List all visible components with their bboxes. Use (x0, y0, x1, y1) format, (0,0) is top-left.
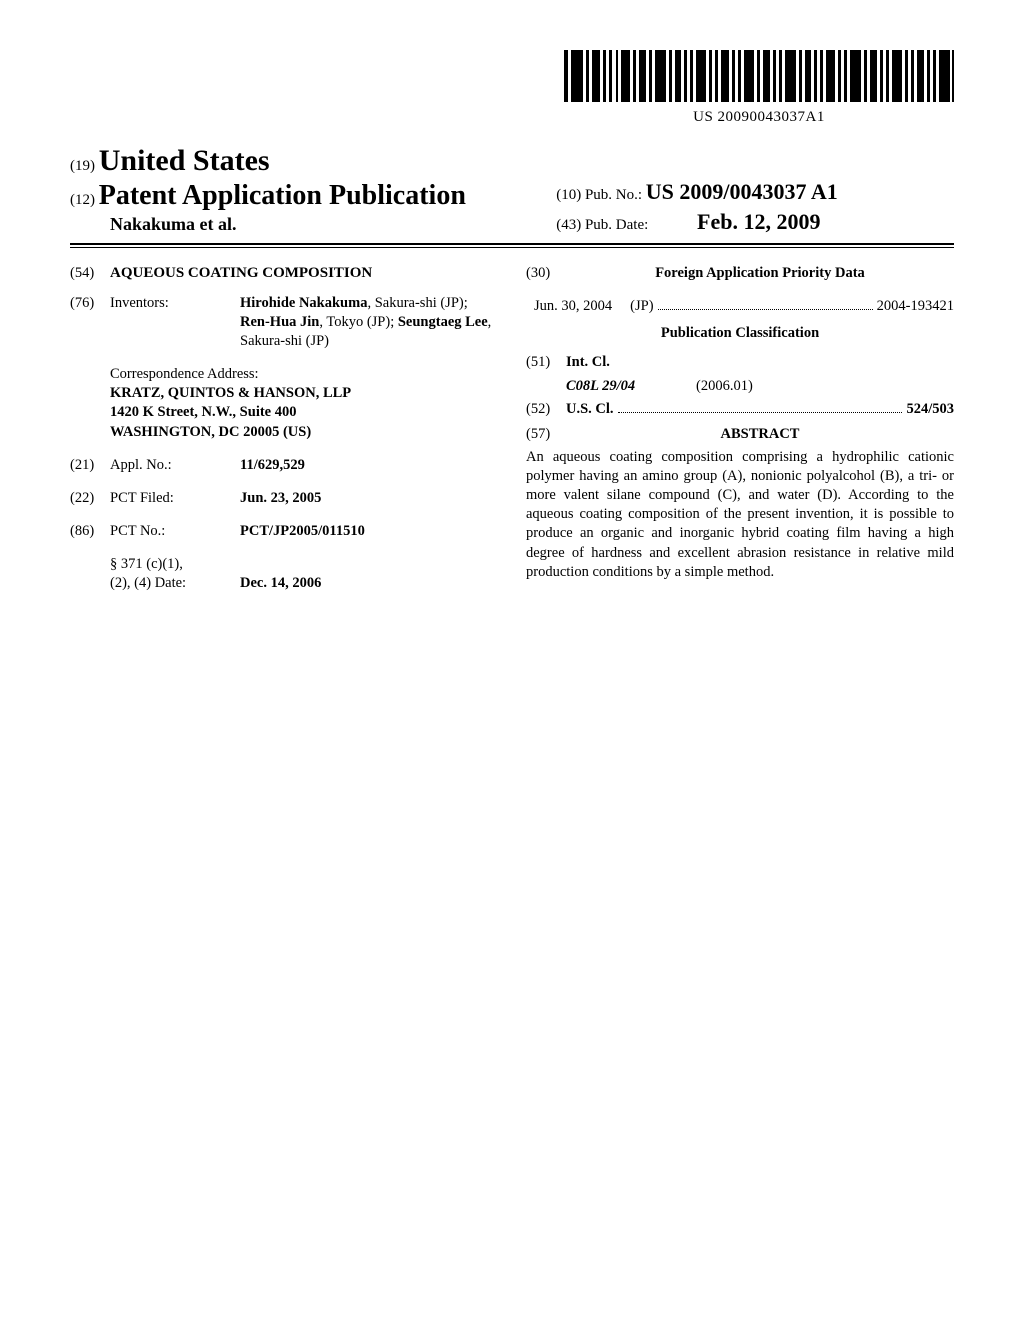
pctno-row: (86) PCT No.: PCT/JP2005/011510 (70, 522, 498, 541)
inv-1-name: Hirohide Nakakuma (240, 295, 367, 311)
corr-l3: WASHINGTON, DC 20005 (US) (110, 423, 498, 442)
foreign-title-row: (30) Foreign Application Priority Data (526, 264, 954, 283)
header-pubdate: (43) Pub. Date: Feb. 12, 2009 (556, 209, 954, 235)
correspondence-block: Correspondence Address: KRATZ, QUINTOS &… (110, 365, 498, 442)
foreign-cc: (JP) (630, 297, 653, 316)
inv-3-name: Seungtaeg Lee (398, 314, 488, 330)
inid-86: (86) (70, 522, 110, 541)
intcl-code-row: C08L 29/04 (2006.01) (566, 377, 954, 396)
s371-l2-value: Dec. 14, 2006 (240, 574, 321, 593)
inid-57: (57) (526, 425, 566, 444)
applno-label: Appl. No.: (110, 456, 240, 475)
s371-row: § 371 (c)(1), (2), (4) Date: Dec. 14, 20… (110, 555, 498, 593)
pubdate-value: Feb. 12, 2009 (697, 209, 820, 234)
title-row: (54) AQUEOUS COATING COMPOSITION (70, 264, 498, 284)
inv-2-name: Ren-Hua Jin (240, 314, 319, 330)
pubclass-title: Publication Classification (526, 324, 954, 343)
right-column: (30) Foreign Application Priority Data J… (526, 264, 954, 597)
inid-30: (30) (526, 264, 566, 283)
inventor-names: Hirohide Nakakuma, Sakura-shi (JP); Ren-… (240, 294, 498, 351)
header-authors: Nakakuma et al. (110, 214, 556, 235)
inventors-label: Inventors: (110, 294, 240, 351)
left-column: (54) AQUEOUS COATING COMPOSITION (76) In… (70, 264, 498, 597)
barcode-pubno: US 20090043037A1 (564, 109, 954, 126)
inid-52: (52) (526, 400, 566, 419)
abstract-title: ABSTRACT (566, 425, 954, 444)
inid-12: (12) (70, 192, 95, 208)
invention-title: AQUEOUS COATING COMPOSITION (110, 264, 372, 284)
foreign-priority-row: Jun. 30, 2004 (JP) 2004-193421 (534, 297, 954, 316)
dot-leader-1 (658, 298, 873, 311)
rule-thick (70, 243, 954, 245)
header-pubno: (10) Pub. No.: US 2009/0043037 A1 (556, 179, 954, 205)
inv-1-rest: , Sakura-shi (JP); (367, 295, 467, 311)
intcl-label: Int. Cl. (566, 353, 610, 372)
header-papp: (12) Patent Application Publication (70, 180, 556, 212)
pubno-value: US 2009/0043037 A1 (646, 179, 838, 204)
inid-76: (76) (70, 294, 110, 351)
inv-2-rest: , Tokyo (JP); (319, 314, 397, 330)
intcl-row: (51) Int. Cl. (526, 353, 954, 372)
inid-22: (22) (70, 489, 110, 508)
uscl-value: 524/503 (906, 400, 954, 419)
pctfiled-value: Jun. 23, 2005 (240, 489, 498, 508)
corr-label: Correspondence Address: (110, 365, 498, 384)
corr-l2: 1420 K Street, N.W., Suite 400 (110, 403, 498, 422)
foreign-title: Foreign Application Priority Data (566, 264, 954, 283)
us-text: United States (99, 144, 270, 177)
pctno-label: PCT No.: (110, 522, 240, 541)
pctno-value: PCT/JP2005/011510 (240, 522, 498, 541)
inid-10: (10) (556, 187, 581, 203)
applno-value: 11/629,529 (240, 456, 498, 475)
inid-51: (51) (526, 353, 566, 372)
intcl-code: C08L 29/04 (566, 377, 696, 396)
inid-19: (19) (70, 158, 95, 174)
inid-54: (54) (70, 264, 110, 284)
applno-row: (21) Appl. No.: 11/629,529 (70, 456, 498, 475)
inventors-block: (76) Inventors: Hirohide Nakakuma, Sakur… (70, 294, 498, 351)
s371-l1: § 371 (c)(1), (110, 555, 240, 574)
rule-thin (70, 247, 954, 248)
abstract-title-row: (57) ABSTRACT (526, 425, 954, 444)
pctfiled-row: (22) PCT Filed: Jun. 23, 2005 (70, 489, 498, 508)
papp-text: Patent Application Publication (99, 180, 466, 211)
inid-43: (43) (556, 217, 581, 233)
barcode (564, 50, 954, 102)
s371-l2-label: (2), (4) Date: (110, 574, 240, 593)
foreign-num: 2004-193421 (877, 297, 954, 316)
uscl-label: U.S. Cl. (566, 400, 614, 419)
dot-leader-2 (618, 400, 903, 413)
pubno-label: Pub. No.: (585, 187, 642, 203)
header-us: (19) United States (70, 144, 556, 178)
pctfiled-label: PCT Filed: (110, 489, 240, 508)
intcl-date: (2006.01) (696, 377, 753, 396)
abstract-body: An aqueous coating composition comprisin… (526, 448, 954, 582)
pubdate-label: Pub. Date: (585, 217, 648, 233)
corr-l1: KRATZ, QUINTOS & HANSON, LLP (110, 384, 498, 403)
inid-21: (21) (70, 456, 110, 475)
uscl-row: (52) U.S. Cl. 524/503 (526, 400, 954, 419)
barcode-block: US 20090043037A1 (564, 50, 954, 126)
foreign-date: Jun. 30, 2004 (534, 297, 612, 316)
